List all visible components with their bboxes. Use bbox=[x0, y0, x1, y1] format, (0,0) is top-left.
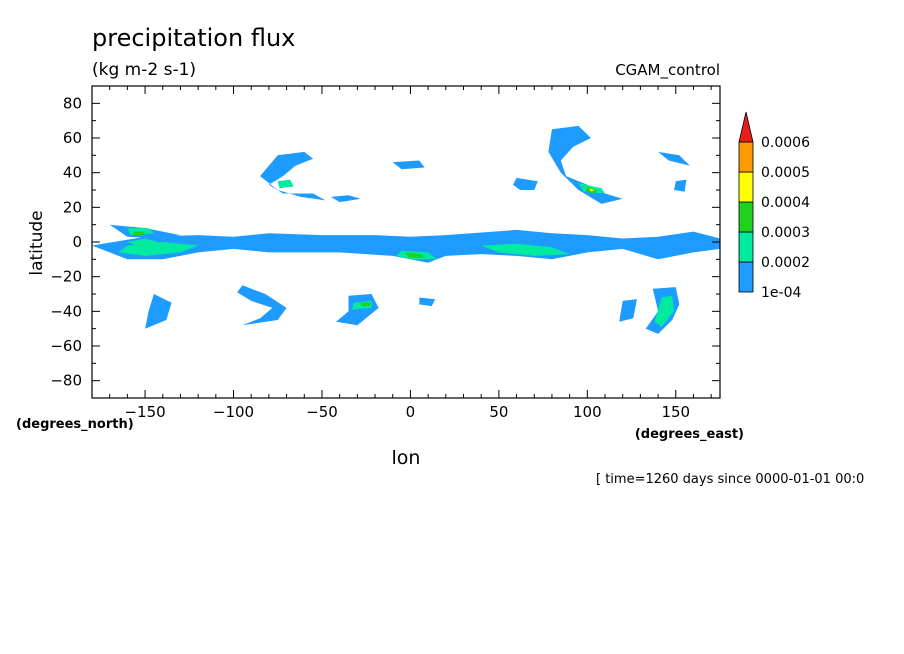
y-tick-label: 20 bbox=[63, 198, 82, 216]
time-stamp: [ time=1260 days since 0000-01-01 00:0 bbox=[596, 472, 864, 487]
x-tick-label: −50 bbox=[306, 403, 338, 421]
colorbar: 1e-04 0.0002 0.0003 0.0004 0.0005 0.0006 bbox=[738, 111, 810, 301]
contour-region-level-1 bbox=[330, 195, 361, 203]
x-tick-label: −150 bbox=[124, 403, 165, 421]
contour-region-level-1 bbox=[260, 151, 326, 201]
x-tick-label: −100 bbox=[213, 403, 254, 421]
x-tick-label: 0 bbox=[406, 403, 416, 421]
colorbar-label: 1e-04 bbox=[761, 285, 801, 301]
y-tick-label: −40 bbox=[50, 302, 82, 320]
colorbar-swatch bbox=[738, 231, 754, 263]
y-axis: 80 60 40 20 0 −20 −40 −60 −80 bbox=[50, 85, 720, 399]
contour-region-level-2 bbox=[481, 243, 570, 256]
colorbar-swatch bbox=[738, 261, 754, 293]
colorbar-swatch bbox=[738, 201, 754, 233]
contour-region-level-1 bbox=[145, 294, 172, 329]
contour-region-level-1 bbox=[92, 229, 720, 263]
contour-region-level-2 bbox=[277, 179, 294, 189]
colorbar-overflow-triangle bbox=[738, 111, 754, 143]
contour-region-level-1 bbox=[237, 285, 287, 326]
contour-region-level-1 bbox=[336, 294, 379, 326]
x-tick-label: 50 bbox=[489, 403, 508, 421]
x-axis-label: lon bbox=[392, 447, 421, 469]
x-tick-label: 150 bbox=[661, 403, 690, 421]
chart-title: precipitation flux bbox=[92, 24, 295, 52]
contour-region-level-2 bbox=[654, 295, 674, 327]
contour-region-level-1 bbox=[548, 125, 623, 204]
contour-region-level-1 bbox=[392, 160, 425, 170]
x-axis-units: (degrees_east) bbox=[635, 427, 744, 442]
contour-region-level-3 bbox=[360, 302, 372, 307]
contour-region-level-2 bbox=[127, 238, 163, 249]
y-tick-label: −20 bbox=[50, 268, 82, 286]
chart-units: (kg m-2 s-1) bbox=[92, 60, 196, 80]
y-axis-units: (degrees_north) bbox=[16, 417, 134, 432]
colorbar-swatch bbox=[738, 141, 754, 173]
contour-region-level-1 bbox=[419, 297, 436, 307]
contour-region-level-1 bbox=[658, 151, 690, 166]
contour-region-level-3 bbox=[132, 231, 146, 236]
y-tick-label: 40 bbox=[63, 164, 82, 182]
contour-plot-area bbox=[92, 125, 720, 334]
y-tick-label: 60 bbox=[63, 129, 82, 147]
contour-region-level-1 bbox=[674, 179, 687, 192]
contour-region-level-4 bbox=[589, 188, 595, 192]
dataset-label: CGAM_control bbox=[615, 61, 720, 80]
contour-region-level-1 bbox=[619, 299, 637, 322]
contour-region-level-1 bbox=[513, 177, 538, 190]
colorbar-label: 0.0003 bbox=[761, 225, 810, 241]
y-tick-label: 80 bbox=[63, 94, 82, 112]
colorbar-label: 0.0005 bbox=[761, 165, 810, 181]
x-axis: −150 −100 −50 0 50 100 150 bbox=[109, 86, 712, 421]
y-tick-label: 0 bbox=[72, 233, 82, 251]
y-tick-label: −80 bbox=[50, 372, 82, 390]
contour-region-level-3 bbox=[405, 252, 425, 258]
colorbar-label: 0.0004 bbox=[761, 195, 810, 211]
y-axis-label: latitude bbox=[27, 210, 47, 275]
x-tick-label: 100 bbox=[573, 403, 602, 421]
y-tick-label: −60 bbox=[50, 337, 82, 355]
colorbar-label: 0.0002 bbox=[761, 255, 810, 271]
colorbar-label: 0.0006 bbox=[761, 135, 810, 151]
colorbar-swatch bbox=[738, 171, 754, 203]
